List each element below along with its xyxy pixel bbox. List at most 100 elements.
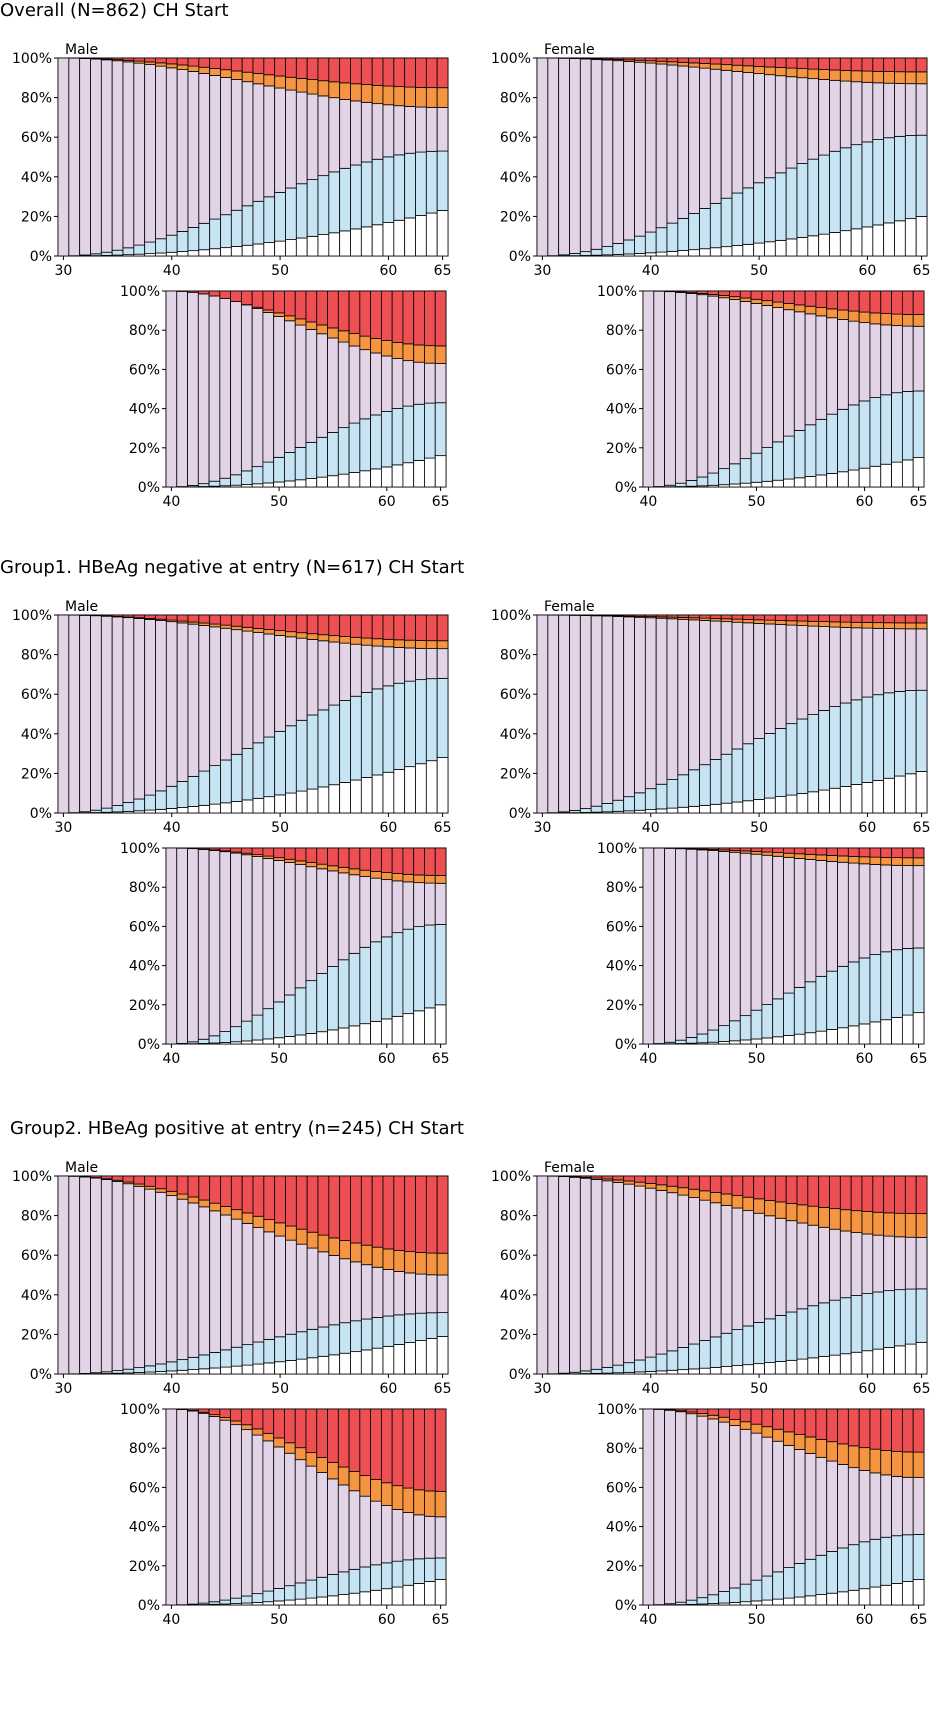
bar-segment <box>197 1408 210 1413</box>
bar-segment <box>434 1490 447 1518</box>
bar-segment <box>901 847 914 859</box>
bar-segment <box>252 797 265 814</box>
bar-segment <box>858 1408 871 1449</box>
bar-segment <box>894 622 906 630</box>
bar-segment <box>424 1581 436 1606</box>
bar-segment <box>774 796 787 814</box>
bar-segment <box>753 66 765 75</box>
bar-segment <box>220 1205 232 1216</box>
bar-segment <box>68 57 81 257</box>
bar-segment <box>328 1237 341 1256</box>
bar-segment <box>858 847 871 858</box>
bar-segment <box>807 1205 820 1226</box>
bar-segment <box>294 479 307 488</box>
bar-segment <box>785 67 798 78</box>
bar-segment <box>262 1601 275 1606</box>
y-tick-label: 0% <box>30 249 52 265</box>
bar-segment <box>815 1438 828 1458</box>
bar-segment <box>685 1037 698 1044</box>
bar-segment <box>912 1579 925 1606</box>
bar-segment <box>815 1594 828 1606</box>
x-tick-label: 30 <box>534 1381 552 1397</box>
bar-segment <box>198 1368 211 1375</box>
bar-segment <box>818 1302 830 1357</box>
bar-segment <box>675 1039 687 1044</box>
bar-segment <box>294 446 307 481</box>
bar-segment <box>328 784 341 814</box>
bar-segment <box>350 1175 362 1244</box>
bar-segment <box>634 792 646 811</box>
bar-segment <box>209 1351 221 1369</box>
bar-segment <box>720 1366 733 1375</box>
bar-segment <box>404 1175 416 1253</box>
bar-segment <box>370 1564 382 1591</box>
bar-segment <box>371 1175 384 1248</box>
bar-segment <box>858 1447 871 1471</box>
bar-segment <box>750 452 763 483</box>
bar-segment <box>209 1367 221 1375</box>
bar-segment <box>252 243 265 257</box>
bar-segment <box>653 1408 666 1606</box>
bar-segment <box>847 1445 860 1469</box>
bar-segment <box>155 57 167 64</box>
bar-segment <box>359 1591 372 1606</box>
bar-segment <box>198 1206 211 1356</box>
bar-segment <box>404 680 416 768</box>
bar-segment <box>79 58 91 256</box>
bar-segment <box>696 290 709 294</box>
bar-segment <box>915 628 928 691</box>
bar-segment <box>241 71 254 83</box>
bar-segment <box>783 309 795 437</box>
bar-segment <box>305 321 318 330</box>
bar-segment <box>252 628 265 633</box>
bar-segment <box>718 290 730 296</box>
bar-segment <box>209 803 221 814</box>
bar-segment <box>294 1582 307 1600</box>
bar-segment <box>434 924 447 1006</box>
bar-segment <box>348 345 361 424</box>
bar-segment <box>198 1175 211 1201</box>
bar-segment <box>393 154 406 221</box>
y-tick-label: 40% <box>129 402 160 418</box>
bar-segment <box>837 319 849 410</box>
y-tick-label: 100% <box>120 841 160 857</box>
bar-segment <box>360 644 373 693</box>
bar-segment <box>434 847 447 876</box>
bar-segment <box>904 1288 917 1345</box>
bar-segment <box>306 1328 319 1359</box>
y-tick-label: 100% <box>12 1169 52 1185</box>
y-tick-label: 80% <box>606 880 637 896</box>
bar-segment <box>251 856 264 1016</box>
bar-segment <box>644 1183 657 1189</box>
bar-segment <box>750 1038 763 1045</box>
bar-segment <box>677 57 690 63</box>
bar-segment <box>391 464 404 488</box>
bar-segment <box>111 249 124 256</box>
bar-segment <box>328 171 341 234</box>
bar-segment <box>837 1408 849 1445</box>
bar-segment <box>904 1175 917 1214</box>
bar-segment <box>793 477 806 488</box>
y-tick-label: 20% <box>21 1327 52 1343</box>
bar-segment <box>360 637 373 646</box>
bar-segment <box>666 250 679 257</box>
bar-segment <box>894 1345 906 1375</box>
y-tick-label: 100% <box>597 284 637 300</box>
bar-segment <box>709 1191 722 1204</box>
x-tick-label: 30 <box>55 820 73 836</box>
bar-segment <box>328 704 341 786</box>
y-tick-label: 60% <box>21 687 52 703</box>
bar-segment <box>861 696 874 783</box>
bar-segment <box>413 1408 425 1491</box>
bar-segment <box>274 630 286 636</box>
bar-segment <box>785 1359 798 1375</box>
bar-segment <box>327 966 339 1031</box>
bar-segment <box>601 614 614 617</box>
y-tick-label: 0% <box>30 806 52 822</box>
bar-segment <box>424 290 436 347</box>
bar-segment <box>894 71 906 84</box>
bar-segment <box>666 1350 679 1371</box>
bar-segment <box>804 424 817 477</box>
bar-segment <box>425 57 438 89</box>
bar-segment <box>251 308 264 468</box>
